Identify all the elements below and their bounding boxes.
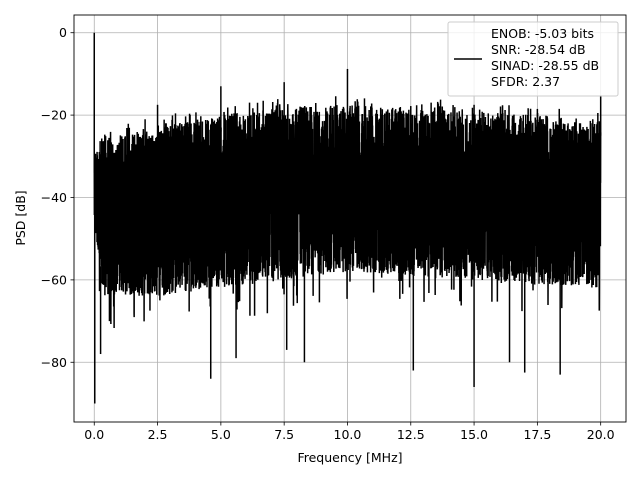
- x-tick-label: 7.5: [274, 427, 294, 442]
- x-tick-label: 5.0: [211, 427, 231, 442]
- legend: ENOB: -5.03 bits SNR: -28.54 dB SINAD: -…: [447, 21, 619, 97]
- x-tick-label: 12.5: [397, 427, 425, 442]
- y-axis-label: PSD [dB]: [13, 190, 28, 245]
- y-tick-label: −20: [41, 108, 67, 123]
- x-axis: 0.0 2.5 5.0 7.5 10.0 12.5 15.0 17.5 20.0: [84, 422, 615, 442]
- y-tick-label: −40: [41, 190, 67, 205]
- x-tick-label: 10.0: [334, 427, 362, 442]
- legend-entry-enob: ENOB: -5.03 bits: [491, 26, 594, 41]
- plot-frame: [73, 14, 627, 423]
- legend-entry-sfdr: SFDR: 2.37: [491, 74, 560, 89]
- x-axis-label: Frequency [MHz]: [297, 450, 402, 465]
- legend-box: [447, 21, 619, 97]
- x-tick-label: 0.0: [84, 427, 104, 442]
- y-tick-label: −80: [41, 355, 67, 370]
- x-tick-label: 20.0: [587, 427, 615, 442]
- legend-entry-snr: SNR: -28.54 dB: [491, 42, 586, 57]
- y-tick-label: −60: [41, 272, 67, 287]
- x-tick-label: 2.5: [148, 427, 168, 442]
- x-tick-label: 15.0: [460, 427, 488, 442]
- y-axis: 0 −20 −40 −60 −80: [41, 25, 74, 370]
- y-tick-label: 0: [59, 25, 67, 40]
- psd-trace: [93, 96, 602, 328]
- series-psd: [93, 32, 602, 404]
- x-tick-label: 17.5: [523, 427, 551, 442]
- legend-entry-sinad: SINAD: -28.55 dB: [491, 58, 599, 73]
